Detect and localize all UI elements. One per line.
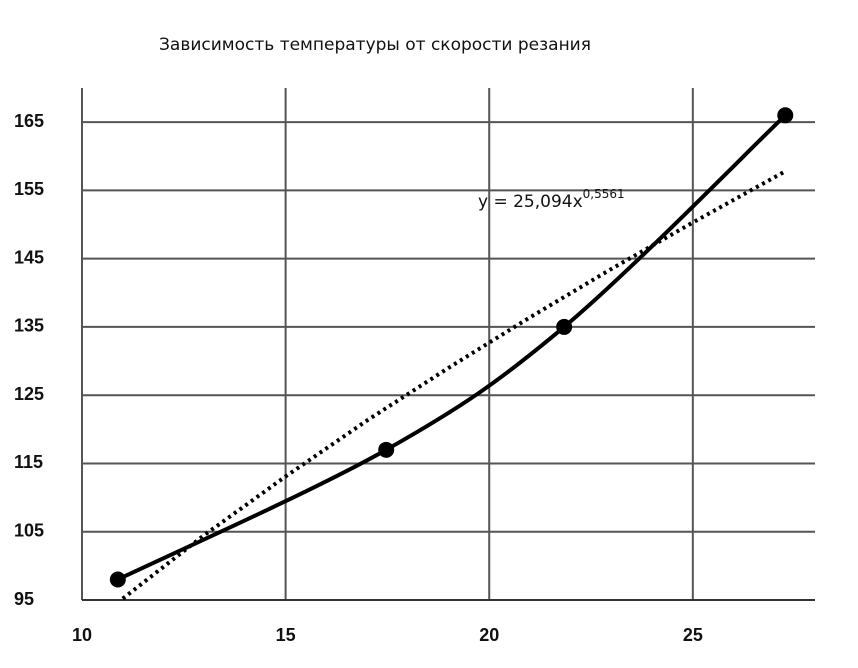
x-tick-label: 10 [72,625,92,645]
equation-exponent: 0,5561 [583,187,625,201]
chart-title: Зависимость температуры от скорости реза… [159,35,591,55]
y-tick-label: 165 [14,111,44,131]
y-tick-label: 95 [14,589,34,609]
x-tick-label: 25 [683,625,703,645]
y-tick-label: 105 [14,520,44,540]
x-tick-label: 15 [276,625,296,645]
y-tick-label: 145 [14,247,44,267]
data-point [556,318,573,335]
y-tick-label: 125 [14,384,44,404]
y-tick-label: 115 [14,452,43,472]
trendline-equation: y = 25,094x0,5561 [478,187,625,213]
series-line [116,113,787,582]
y-tick-label: 155 [14,179,44,199]
data-point [378,441,395,458]
x-tick-label: 20 [479,625,499,645]
data-point [777,107,794,124]
y-tick-label: 135 [14,316,44,336]
trendline [121,168,788,601]
data-point [109,571,126,588]
equation-text: y = 25,094x [478,192,583,212]
